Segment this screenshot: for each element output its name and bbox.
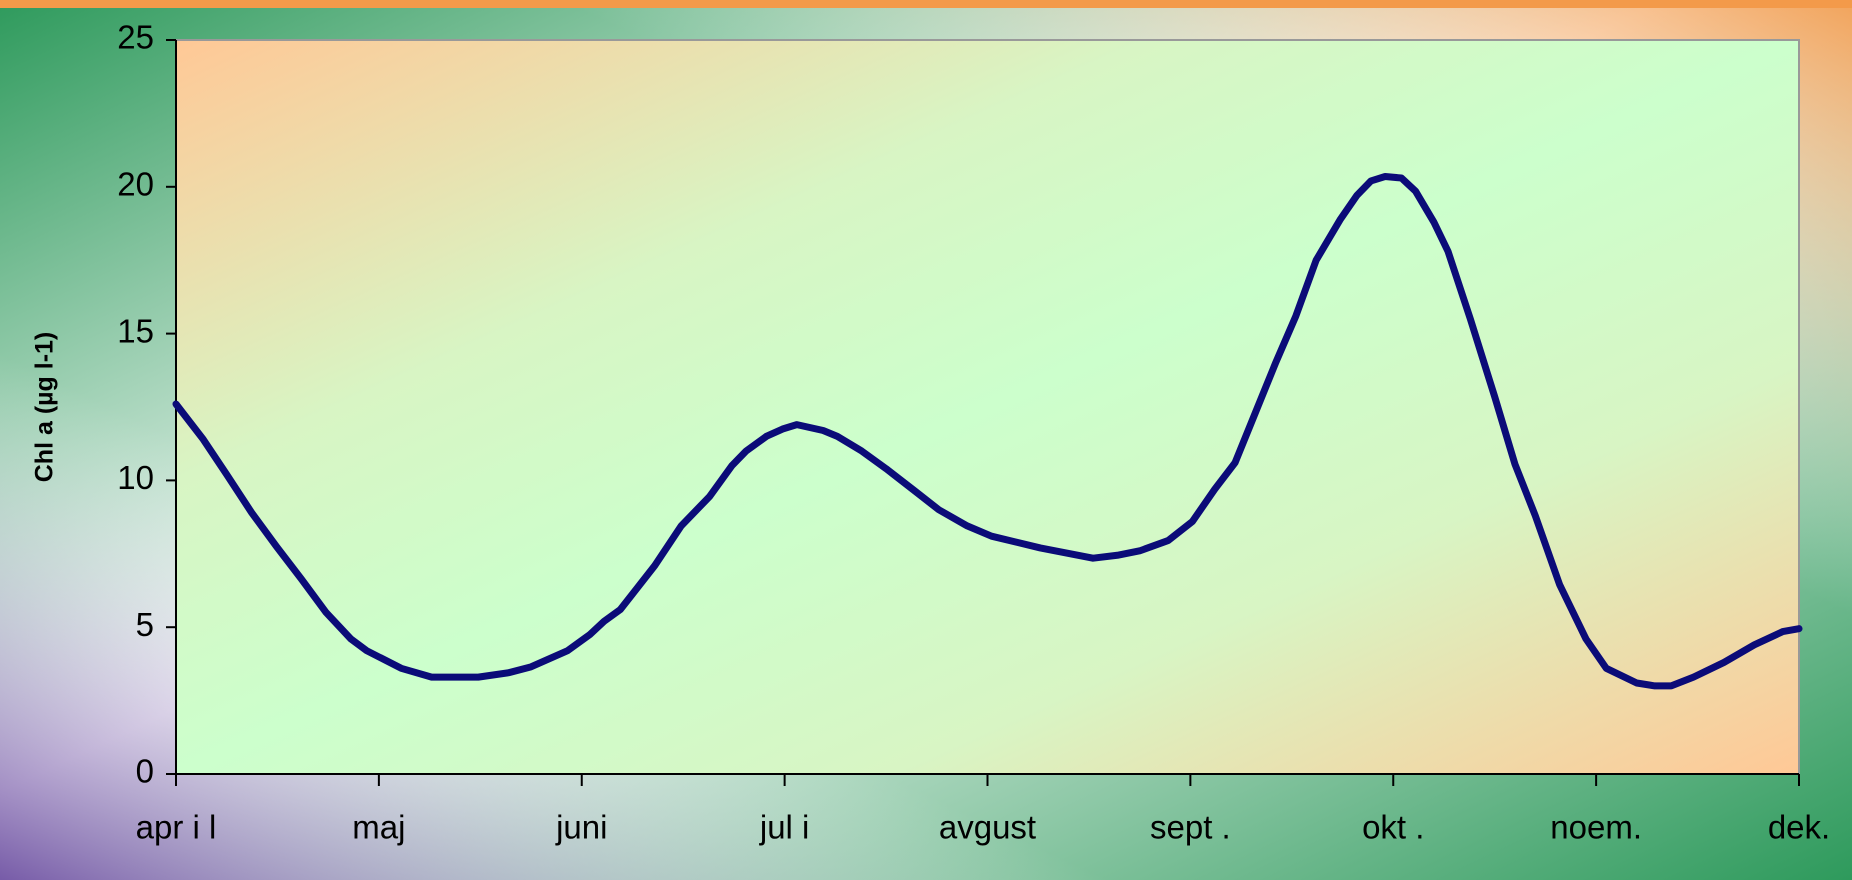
y-tick-label: 25 [117,19,154,56]
top-strip [0,0,1852,8]
x-tick-label: okt . [1362,809,1424,846]
y-tick-label: 0 [136,753,154,790]
y-tick-label: 20 [117,166,154,203]
y-tick-label: 15 [117,312,154,349]
y-axis-label: Chl a (µg l-1) [31,332,59,483]
y-tick-label: 5 [136,606,154,643]
x-tick-label: jul i [759,809,810,846]
y-tick-label: 10 [117,459,154,496]
x-tick-label: noem. [1550,809,1642,846]
x-tick-label: juni [555,809,607,846]
x-tick-label: sept . [1150,809,1231,846]
x-tick-label: maj [352,809,405,846]
x-tick-label: apr i l [136,809,217,846]
x-tick-label: dek. [1768,809,1830,846]
plot-area [175,39,1800,775]
x-tick-label: avgust [939,809,1036,846]
data-line [172,173,1803,690]
